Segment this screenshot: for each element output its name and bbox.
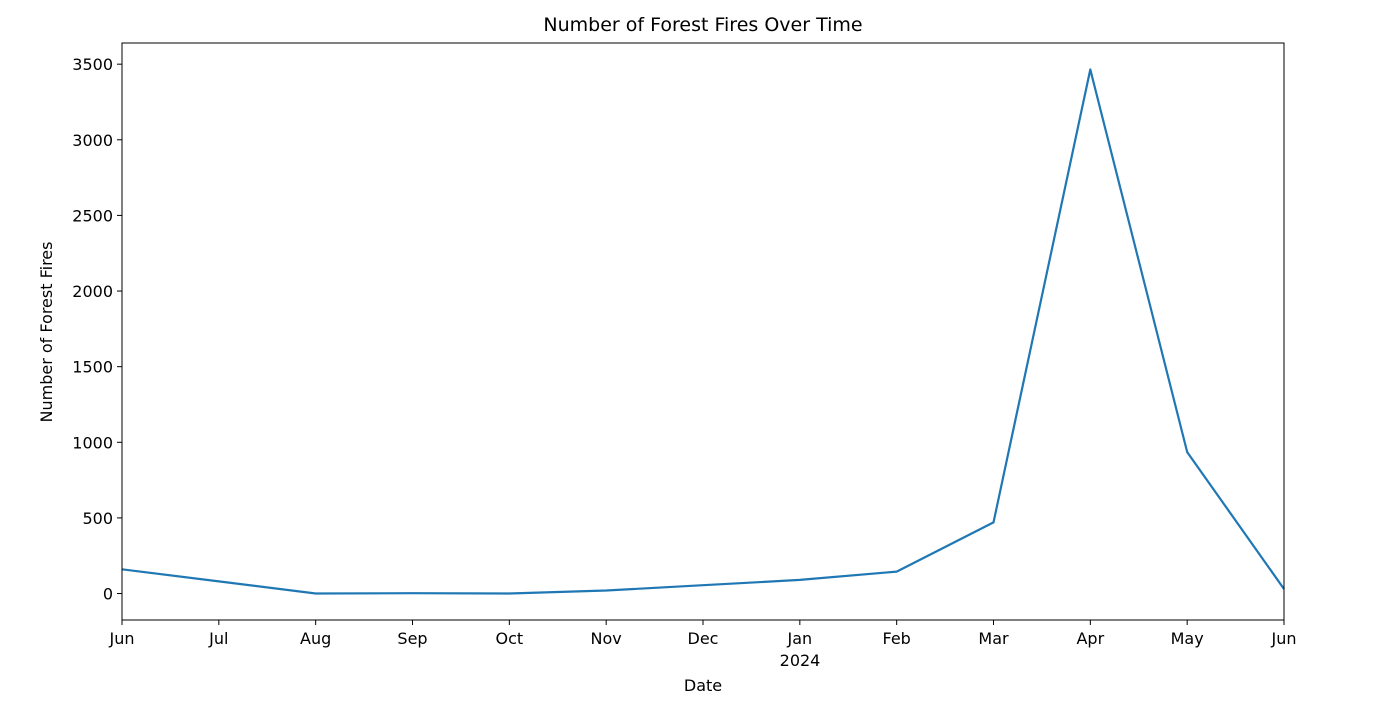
x-tick-label: Nov: [591, 629, 622, 648]
x-tick-label: Sep: [397, 629, 427, 648]
y-tick-label: 3000: [72, 131, 113, 150]
x-tick-label: Jun: [109, 629, 135, 648]
x-tick-label: Feb: [883, 629, 911, 648]
y-tick-label: 2000: [72, 282, 113, 301]
x-year-label: 2024: [780, 651, 821, 670]
series-line: [121, 68, 1285, 595]
y-axis-label: Number of Forest Fires: [37, 242, 56, 423]
y-axis: 0 500 1000 1500 2000 2500 3000 3500: [72, 55, 122, 604]
chart-title: Number of Forest Fires Over Time: [543, 14, 862, 36]
y-tick-label: 500: [82, 509, 113, 528]
x-tick-label: May: [1171, 629, 1204, 648]
y-tick-label: 3500: [72, 55, 113, 74]
y-tick-label: 1000: [72, 433, 113, 452]
y-tick-label: 0: [103, 585, 113, 604]
x-tick-label: Mar: [978, 629, 1009, 648]
x-tick-label: Dec: [688, 629, 719, 648]
series-layer: [121, 68, 1285, 595]
x-tick-label: Jul: [208, 629, 228, 648]
x-tick-label: Jan: [786, 629, 812, 648]
x-tick-label: Oct: [495, 629, 523, 648]
x-tick-label: Aug: [300, 629, 331, 648]
plot-frame: [121, 42, 1285, 621]
x-axis: Jun Jul Aug Sep Oct Nov Dec Jan Feb Mar Apr May Jun: [109, 620, 1297, 648]
y-tick-label: 2500: [72, 206, 113, 225]
x-tick-label: Apr: [1076, 629, 1104, 648]
y-tick-label: 1500: [72, 358, 113, 377]
x-tick-label: Jun: [1271, 629, 1297, 648]
x-axis-label: Date: [684, 676, 722, 695]
